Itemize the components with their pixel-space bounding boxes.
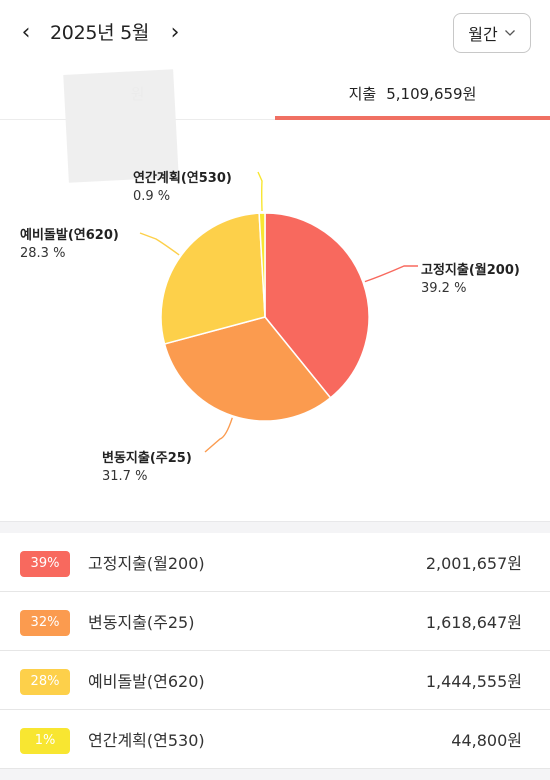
section-divider bbox=[0, 521, 550, 533]
category-name: 고정지출(월200) bbox=[88, 554, 205, 573]
category-name: 예비돌발(연620) bbox=[88, 672, 205, 691]
pie-chart-svg bbox=[139, 171, 418, 453]
leader-line-reserve bbox=[139, 232, 180, 256]
tab-bar: 원 지출 5,109,659원 bbox=[0, 66, 550, 120]
list-item[interactable]: 28% 예비돌발(연620) 1,444,555원 bbox=[0, 651, 550, 710]
slice-label-annual: 연간계획(연530) 0.9 % bbox=[133, 170, 232, 206]
header-bar: ‹ 2025년 5월 › 월간 bbox=[0, 0, 550, 66]
slice-percent: 0.9 % bbox=[133, 189, 171, 204]
tab-expense-amount: 5,109,659원 bbox=[386, 84, 477, 103]
chevron-down-icon bbox=[504, 30, 515, 36]
slice-label-variable: 변동지출(주25) 31.7 % bbox=[102, 450, 192, 486]
slice-name: 연간계획(연530) bbox=[133, 171, 232, 186]
list-item[interactable]: 32% 변동지출(주25) 1,618,647원 bbox=[0, 592, 550, 651]
pie-slice-annual[interactable] bbox=[258, 212, 266, 318]
slice-label-reserve: 예비돌발(연620) 28.3 % bbox=[20, 227, 119, 263]
slice-label-fixed: 고정지출(월200) 39.2 % bbox=[421, 262, 520, 298]
next-month-icon[interactable]: › bbox=[170, 20, 180, 45]
slice-name: 예비돌발(연620) bbox=[20, 228, 119, 243]
month-title[interactable]: 2025년 5월 bbox=[50, 22, 150, 44]
pie-slice-variable[interactable] bbox=[163, 316, 332, 422]
tab-expense[interactable]: 지출 5,109,659원 bbox=[275, 66, 550, 120]
category-amount: 1,618,647원 bbox=[425, 613, 522, 632]
bottom-divider bbox=[0, 769, 550, 780]
leader-line-fixed bbox=[364, 265, 418, 283]
category-name: 연간계획(연530) bbox=[88, 731, 205, 750]
list-item[interactable]: 39% 고정지출(월200) 2,001,657원 bbox=[0, 533, 550, 592]
leader-line-variable bbox=[204, 417, 233, 453]
category-list: 39% 고정지출(월200) 2,001,657원 32% 변동지출(주25) … bbox=[0, 533, 550, 769]
period-label: 월간 bbox=[468, 25, 498, 44]
leader-line-annual bbox=[257, 171, 263, 212]
category-name: 변동지출(주25) bbox=[88, 613, 195, 632]
slice-name: 변동지출(주25) bbox=[102, 451, 192, 466]
slice-percent: 31.7 % bbox=[102, 469, 148, 484]
pie-chart: 고정지출(월200) 39.2 % 변동지출(주25) 31.7 % 예비돌발(… bbox=[0, 121, 550, 521]
percent-badge: 32% bbox=[20, 610, 70, 636]
slice-percent: 28.3 % bbox=[20, 246, 66, 261]
category-amount: 44,800원 bbox=[451, 731, 522, 750]
active-tab-indicator bbox=[275, 116, 550, 120]
prev-month-icon[interactable]: ‹ bbox=[21, 20, 31, 45]
category-amount: 1,444,555원 bbox=[425, 672, 522, 691]
percent-badge: 28% bbox=[20, 669, 70, 695]
list-item[interactable]: 1% 연간계획(연530) 44,800원 bbox=[0, 710, 550, 769]
period-dropdown[interactable]: 월간 bbox=[453, 13, 531, 53]
slice-name: 고정지출(월200) bbox=[421, 263, 520, 278]
slice-percent: 39.2 % bbox=[421, 281, 467, 296]
category-amount: 2,001,657원 bbox=[425, 554, 522, 573]
percent-badge: 1% bbox=[20, 728, 70, 754]
pie-slice-reserve[interactable] bbox=[160, 212, 266, 345]
percent-badge: 39% bbox=[20, 551, 70, 577]
tab-expense-label: 지출 bbox=[348, 84, 377, 103]
pie-slice-fixed[interactable] bbox=[264, 212, 370, 399]
